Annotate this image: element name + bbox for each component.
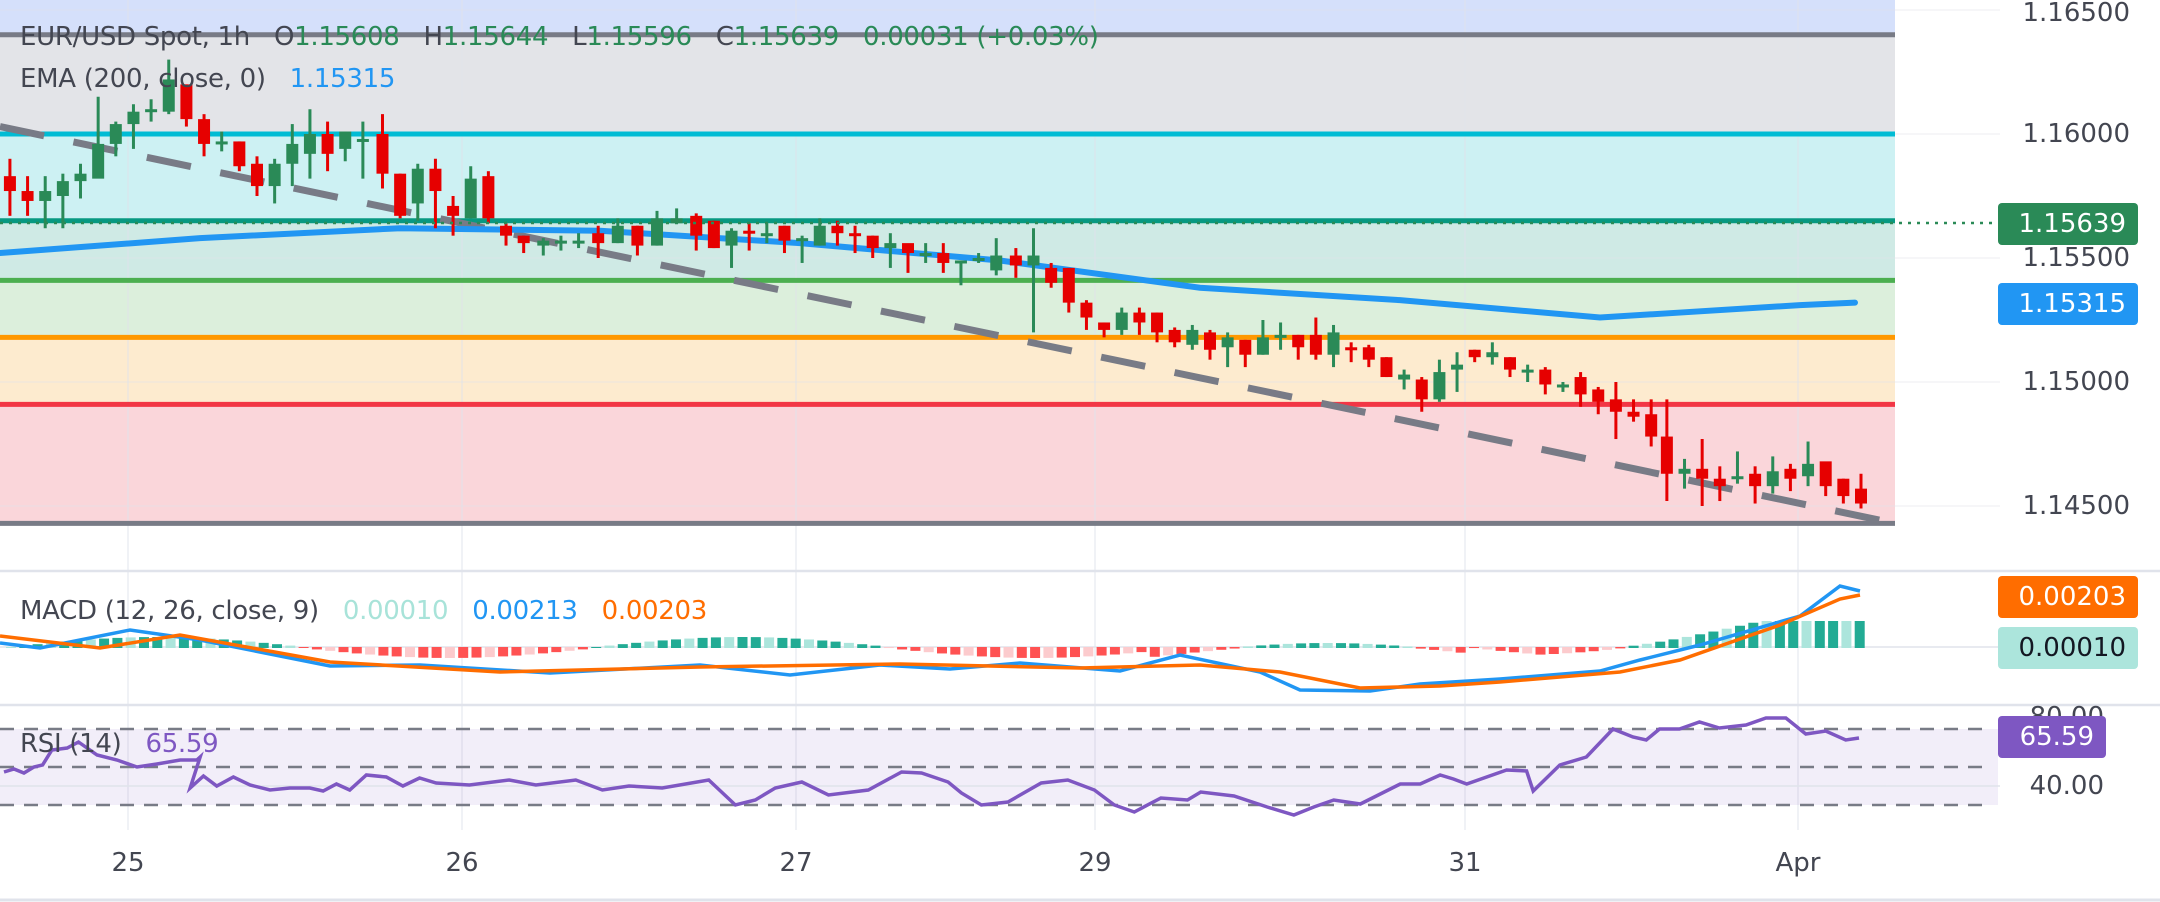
symbol-title: EUR/USD Spot, 1h <box>20 22 250 52</box>
rsi-tag: 65.59 <box>1998 716 2106 758</box>
fib-zones <box>0 0 1895 524</box>
macd-label: MACD (12, 26, close, 9) <box>20 596 319 626</box>
candles <box>3 59 1867 509</box>
open-value: 1.15608 <box>294 22 400 52</box>
macd-pane <box>0 584 2000 693</box>
low-label: L <box>572 22 587 52</box>
ema-price-tag: 1.15315 <box>1998 283 2138 325</box>
macd-histogram-value: 0.00010 <box>342 596 449 626</box>
price-tick: 1.16000 <box>2022 119 2130 149</box>
macd-legend[interactable]: MACD (12, 26, close, 9) 0.00010 0.00213 … <box>20 596 707 626</box>
low-value: 1.15596 <box>586 22 692 52</box>
time-tick: 26 <box>445 848 479 878</box>
rsi-pane <box>0 716 2000 817</box>
macd-signal-tag: 0.00203 <box>1998 576 2138 618</box>
ema-value: 1.15315 <box>289 64 396 94</box>
macd-signal-value: 0.00203 <box>601 596 708 626</box>
high-value: 1.15644 <box>442 22 549 52</box>
price-tick: 1.15500 <box>2022 243 2130 273</box>
open-label: O <box>273 22 295 52</box>
price-tick: 1.16500 <box>2022 0 2130 28</box>
rsi-value: 65.59 <box>145 729 219 759</box>
rsi-label: RSI (14) <box>20 729 122 759</box>
price-tick: 1.15000 <box>2022 367 2130 397</box>
pane-dividers[interactable] <box>0 569 2160 902</box>
time-tick: 27 <box>779 848 813 878</box>
time-tick: 31 <box>1448 848 1482 878</box>
time-tick: 25 <box>111 848 145 878</box>
price-tick: 1.14500 <box>2022 491 2130 521</box>
time-tick: 29 <box>1078 848 1112 878</box>
ema-200-line <box>0 225 1858 321</box>
high-label: H <box>423 22 444 52</box>
change-value: 0.00031 (+0.03%) <box>862 22 1099 52</box>
macd-histogram-tag: 0.00010 <box>1998 627 2138 669</box>
symbol-legend: EUR/USD Spot, 1h O1.15608 H1.15644 L1.15… <box>20 22 1099 52</box>
close-value: 1.15639 <box>733 22 840 52</box>
time-tick: Apr <box>1775 848 1821 878</box>
ema-legend[interactable]: EMA (200, close, 0) 1.15315 <box>20 64 395 94</box>
macd-line-value: 0.00213 <box>472 596 578 626</box>
ema-label: EMA (200, close, 0) <box>20 64 266 94</box>
close-label: C <box>715 22 734 52</box>
rsi-legend[interactable]: RSI (14) 65.59 <box>20 729 219 759</box>
trendline[interactable] <box>0 123 1896 527</box>
current-price-tag: 1.15639 <box>1998 203 2138 245</box>
rsi-tick: 40.00 <box>2029 771 2104 801</box>
